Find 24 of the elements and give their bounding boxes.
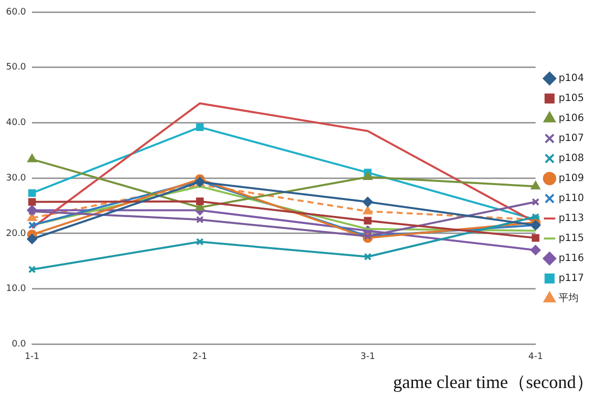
y-tick-label: 30.0 xyxy=(6,173,26,184)
x-tick-label: 4-1 xyxy=(528,352,543,362)
legend-label: p107 xyxy=(558,133,584,144)
x-tick-label: 2-1 xyxy=(192,352,208,362)
legend-label: p104 xyxy=(558,73,584,84)
y-tick-label: 40.0 xyxy=(6,118,26,128)
legend-label: 平均 xyxy=(558,292,579,304)
x-tick-label: 1-1 xyxy=(24,352,40,362)
legend-label: p113 xyxy=(558,213,584,224)
y-tick-label: 0.0 xyxy=(12,340,26,350)
legend-label: p105 xyxy=(558,93,584,104)
y-tick-label: 50.0 xyxy=(6,62,26,73)
x-axis-title: game clear time（second） xyxy=(393,371,594,394)
legend-label: p117 xyxy=(558,273,584,284)
y-tick-label: 20.0 xyxy=(6,228,26,239)
legend-label: p110 xyxy=(558,193,584,204)
legend-label: p108 xyxy=(558,153,584,164)
legend-label: p109 xyxy=(558,173,584,184)
x-tick-label: 3-1 xyxy=(360,352,376,362)
legend-label: p115 xyxy=(558,233,584,244)
legend-label: p106 xyxy=(558,113,584,124)
y-tick-label: 10.0 xyxy=(6,284,26,294)
y-tick-label: 60.0 xyxy=(6,7,26,18)
legend-label: p116 xyxy=(558,253,584,264)
